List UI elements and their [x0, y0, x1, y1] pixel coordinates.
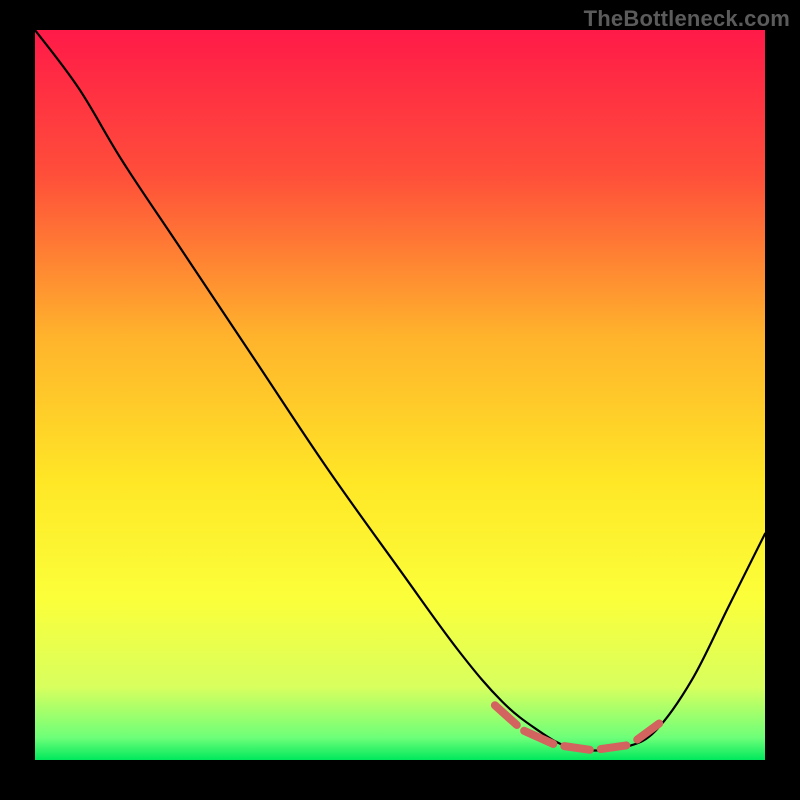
plot-area [35, 30, 765, 760]
highlight-segment [564, 746, 590, 750]
highlight-segment [601, 745, 627, 749]
watermark-text: TheBottleneck.com [584, 6, 790, 32]
gradient-background [35, 30, 765, 760]
chart-canvas: TheBottleneck.com [0, 0, 800, 800]
